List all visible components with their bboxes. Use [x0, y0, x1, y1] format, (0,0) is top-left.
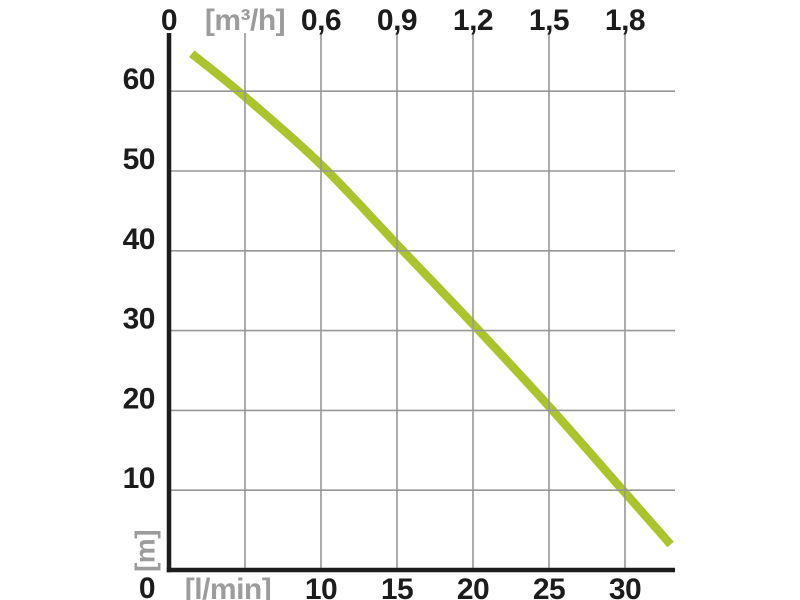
bottom-axis-tick-label: 10	[305, 573, 337, 600]
left-axis-tick-label: 60	[123, 63, 155, 96]
top-axis-tick-label: 1,5	[529, 4, 569, 37]
top-axis-tick-label: 0,9	[377, 4, 417, 37]
bottom-axis-tick-label: 25	[533, 573, 565, 600]
left-axis-unit-label: [m]	[130, 530, 161, 572]
bottom-axis-unit-label: [l/min]	[185, 573, 272, 600]
origin-label: 0	[139, 572, 155, 600]
top-axis-tick-label: 1,2	[453, 4, 493, 37]
left-axis-tick-label: 40	[123, 223, 155, 256]
left-axis-tick-label: 30	[123, 303, 155, 336]
axes-layer	[166, 33, 675, 573]
bottom-axis-tick-label: 30	[609, 573, 641, 600]
left-axis-tick-label: 20	[123, 382, 155, 415]
grid-layer	[169, 33, 675, 570]
curve-layer	[189, 50, 674, 548]
left-axis-tick-label: 50	[123, 143, 155, 176]
top-axis-tick-label: 0,6	[301, 4, 341, 37]
labels-layer: 0 [m³/h] 0,6 0,9 1,2 1,5 1,8 0 [l/min] 10 15 20 25 30…	[123, 4, 646, 600]
top-axis-unit-label: [m³/h]	[205, 4, 285, 37]
left-axis-tick-label: 10	[123, 462, 155, 495]
top-axis-tick-label: 0	[161, 4, 177, 37]
bottom-axis-tick-label: 20	[457, 573, 489, 600]
bottom-axis-tick-label: 15	[381, 573, 413, 600]
top-axis-tick-label: 1,8	[605, 4, 645, 37]
pump-head-curve	[189, 50, 674, 548]
